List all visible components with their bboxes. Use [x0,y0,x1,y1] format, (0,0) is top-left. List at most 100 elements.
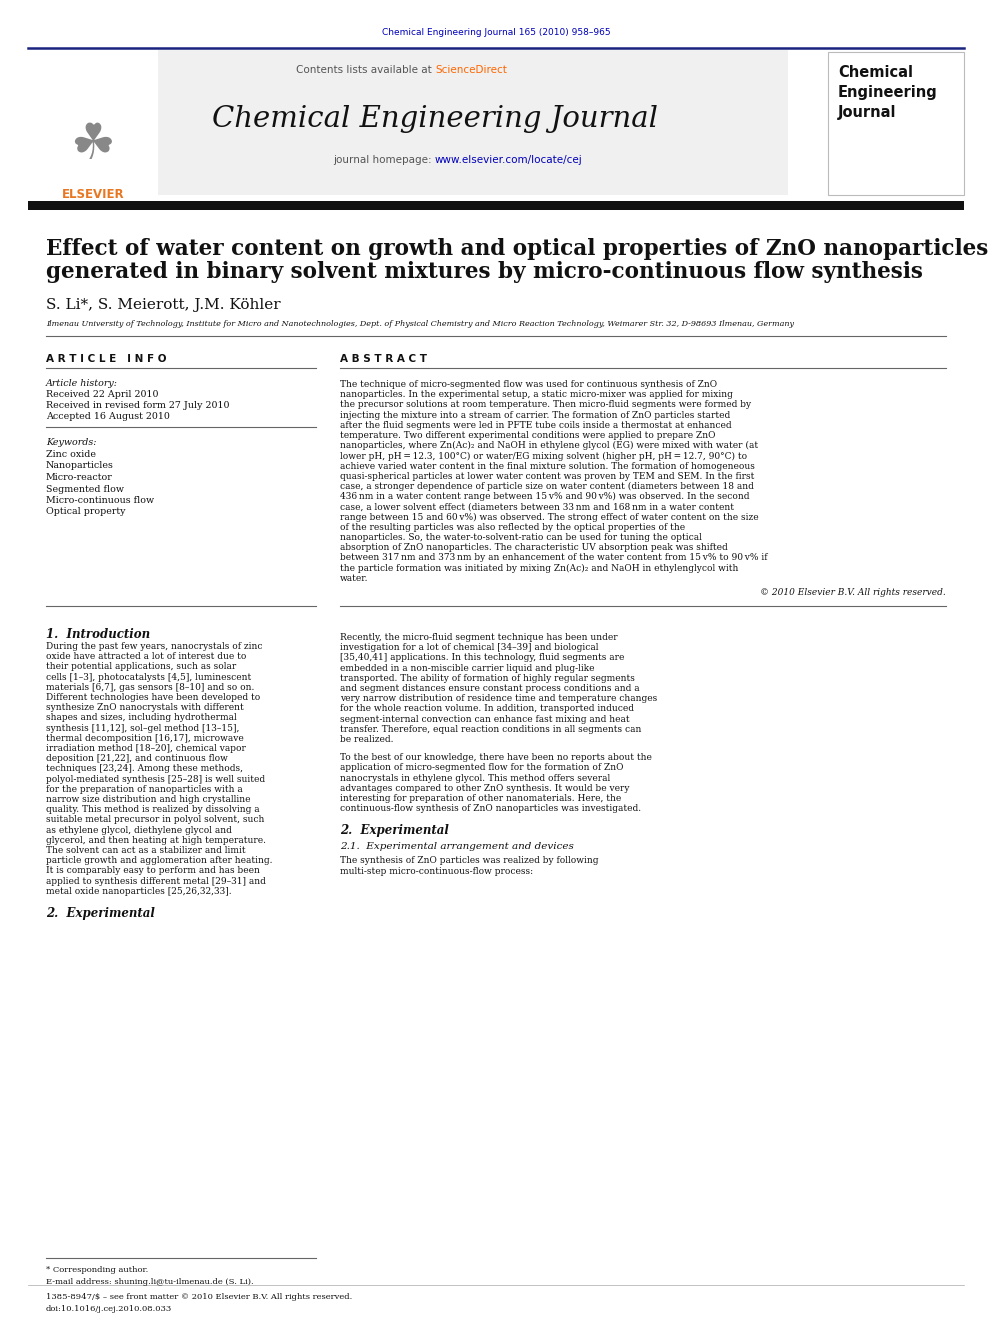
Text: the particle formation was initiated by mixing Zn(Ac)₂ and NaOH in ethylenglycol: the particle formation was initiated by … [340,564,738,573]
Text: shapes and sizes, including hydrothermal: shapes and sizes, including hydrothermal [46,713,237,722]
Text: continuous-flow synthesis of ZnO nanoparticles was investigated.: continuous-flow synthesis of ZnO nanopar… [340,804,641,814]
Text: Received in revised form 27 July 2010: Received in revised form 27 July 2010 [46,401,229,410]
Text: the precursor solutions at room temperature. Then micro-fluid segments were form: the precursor solutions at room temperat… [340,401,751,409]
Text: During the past few years, nanocrystals of zinc: During the past few years, nanocrystals … [46,642,263,651]
Text: for the preparation of nanoparticles with a: for the preparation of nanoparticles wit… [46,785,243,794]
Text: applied to synthesis different metal [29–31] and: applied to synthesis different metal [29… [46,877,266,885]
Text: Recently, the micro-fluid segment technique has been under: Recently, the micro-fluid segment techni… [340,632,618,642]
Text: metal oxide nanoparticles [25,26,32,33].: metal oxide nanoparticles [25,26,32,33]. [46,886,231,896]
Text: nanocrystals in ethylene glycol. This method offers several: nanocrystals in ethylene glycol. This me… [340,774,610,783]
Text: Zinc oxide: Zinc oxide [46,450,96,459]
Text: journal homepage:: journal homepage: [333,155,435,165]
Bar [28,201,964,210]
Text: Contents lists available at: Contents lists available at [296,65,435,75]
Text: oxide have attracted a lot of interest due to: oxide have attracted a lot of interest d… [46,652,246,662]
Text: application of micro-segmented flow for the formation of ZnO: application of micro-segmented flow for … [340,763,624,773]
Text: their potential applications, such as solar: their potential applications, such as so… [46,663,236,671]
Text: doi:10.1016/j.cej.2010.08.033: doi:10.1016/j.cej.2010.08.033 [46,1304,173,1312]
Text: quality. This method is realized by dissolving a: quality. This method is realized by diss… [46,806,260,814]
Text: S. Li*, S. Meierott, J.M. Köhler: S. Li*, S. Meierott, J.M. Köhler [46,298,281,312]
Text: E-mail address: shuning.li@tu-ilmenau.de (S. Li).: E-mail address: shuning.li@tu-ilmenau.de… [46,1278,254,1286]
Text: Chemical
Engineering
Journal: Chemical Engineering Journal [838,65,937,119]
Text: Optical property: Optical property [46,508,126,516]
Bar [28,50,158,194]
Text: www.elsevier.com/locate/cej: www.elsevier.com/locate/cej [435,155,582,165]
Text: water.: water. [340,574,368,583]
Text: The technique of micro-segmented flow was used for continuous synthesis of ZnO: The technique of micro-segmented flow wa… [340,380,717,389]
Text: of the resulting particles was also reflected by the optical properties of the: of the resulting particles was also refl… [340,523,685,532]
Text: case, a lower solvent effect (diameters between 33 nm and 168 nm in a water cont: case, a lower solvent effect (diameters … [340,503,734,512]
Text: ☘: ☘ [70,120,115,169]
Text: temperature. Two different experimental conditions were applied to prepare ZnO: temperature. Two different experimental … [340,431,715,441]
Text: It is comparably easy to perform and has been: It is comparably easy to perform and has… [46,867,260,876]
Text: deposition [21,22], and continuous flow: deposition [21,22], and continuous flow [46,754,228,763]
Text: particle growth and agglomeration after heating.: particle growth and agglomeration after … [46,856,273,865]
Text: thermal decomposition [16,17], microwave: thermal decomposition [16,17], microwave [46,734,244,742]
Text: as ethylene glycol, diethylene glycol and: as ethylene glycol, diethylene glycol an… [46,826,232,835]
Text: 1385-8947/$ – see front matter © 2010 Elsevier B.V. All rights reserved.: 1385-8947/$ – see front matter © 2010 El… [46,1293,352,1301]
Text: Received 22 April 2010: Received 22 April 2010 [46,390,159,400]
Text: nanoparticles. In the experimental setup, a static micro-mixer was applied for m: nanoparticles. In the experimental setup… [340,390,733,400]
Text: Effect of water content on growth and optical properties of ZnO nanoparticles: Effect of water content on growth and op… [46,238,988,261]
Text: segment-internal convection can enhance fast mixing and heat: segment-internal convection can enhance … [340,714,630,724]
Text: polyol-mediated synthesis [25–28] is well suited: polyol-mediated synthesis [25–28] is wel… [46,774,265,783]
Text: techniques [23,24]. Among these methods,: techniques [23,24]. Among these methods, [46,765,243,774]
Text: irradiation method [18–20], chemical vapor: irradiation method [18–20], chemical vap… [46,744,246,753]
Text: Accepted 16 August 2010: Accepted 16 August 2010 [46,411,170,421]
Text: injecting the mixture into a stream of carrier. The formation of ZnO particles s: injecting the mixture into a stream of c… [340,410,730,419]
Text: nanoparticles. So, the water-to-solvent-ratio can be used for tuning the optical: nanoparticles. So, the water-to-solvent-… [340,533,702,542]
Text: To the best of our knowledge, there have been no reports about the: To the best of our knowledge, there have… [340,753,652,762]
Text: 2.1.  Experimental arrangement and devices: 2.1. Experimental arrangement and device… [340,843,574,852]
Text: glycerol, and then heating at high temperature.: glycerol, and then heating at high tempe… [46,836,266,845]
Text: 436 nm in a water content range between 15 v% and 90 v%) was observed. In the se: 436 nm in a water content range between … [340,492,750,501]
Text: Article history:: Article history: [46,378,118,388]
Text: transported. The ability of formation of highly regular segments: transported. The ability of formation of… [340,673,635,683]
Text: suitable metal precursor in polyol solvent, such: suitable metal precursor in polyol solve… [46,815,265,824]
Text: Chemical Engineering Journal 165 (2010) 958–965: Chemical Engineering Journal 165 (2010) … [382,28,610,37]
Text: synthesis [11,12], sol–gel method [13–15],: synthesis [11,12], sol–gel method [13–15… [46,724,239,733]
Text: A B S T R A C T: A B S T R A C T [340,355,427,364]
Text: embedded in a non-miscible carrier liquid and plug-like: embedded in a non-miscible carrier liqui… [340,664,594,672]
Text: and segment distances ensure constant process conditions and a: and segment distances ensure constant pr… [340,684,640,693]
Text: very narrow distribution of residence time and temperature changes: very narrow distribution of residence ti… [340,695,658,704]
Text: 2.  Experimental: 2. Experimental [340,824,448,837]
Text: for the whole reaction volume. In addition, transported induced: for the whole reaction volume. In additi… [340,704,634,713]
Text: generated in binary solvent mixtures by micro-continuous flow synthesis: generated in binary solvent mixtures by … [46,261,923,283]
Text: Chemical Engineering Journal: Chemical Engineering Journal [212,105,658,134]
Text: lower pH, pH = 12.3, 100°C) or water/EG mixing solvent (higher pH, pH = 12.7, 90: lower pH, pH = 12.3, 100°C) or water/EG … [340,451,747,460]
Text: cells [1–3], photocatalysts [4,5], luminescent: cells [1–3], photocatalysts [4,5], lumin… [46,672,251,681]
Text: Micro-reactor: Micro-reactor [46,474,113,482]
Text: Ilmenau University of Technology, Institute for Micro and Nanotechnologies, Dept: Ilmenau University of Technology, Instit… [46,320,794,328]
Text: Segmented flow: Segmented flow [46,484,124,493]
Text: 2.  Experimental: 2. Experimental [46,908,155,919]
Text: The synthesis of ZnO particles was realized by following: The synthesis of ZnO particles was reali… [340,856,598,865]
Text: after the fluid segments were led in PFTE tube coils inside a thermostat at enha: after the fluid segments were led in PFT… [340,421,732,430]
Text: narrow size distribution and high crystalline: narrow size distribution and high crysta… [46,795,251,804]
Bar [28,50,788,194]
Text: * Corresponding author.: * Corresponding author. [46,1266,148,1274]
Text: 1.  Introduction: 1. Introduction [46,628,150,642]
Text: absorption of ZnO nanoparticles. The characteristic UV absorption peak was shift: absorption of ZnO nanoparticles. The cha… [340,544,728,552]
Text: Nanoparticles: Nanoparticles [46,462,114,471]
Text: nanoparticles, where Zn(Ac)₂ and NaOH in ethylene glycol (EG) were mixed with wa: nanoparticles, where Zn(Ac)₂ and NaOH in… [340,441,758,450]
Text: investigation for a lot of chemical [34–39] and biological: investigation for a lot of chemical [34–… [340,643,598,652]
Text: Different technologies have been developed to: Different technologies have been develop… [46,693,260,703]
Text: be realized.: be realized. [340,736,394,744]
Text: advantages compared to other ZnO synthesis. It would be very: advantages compared to other ZnO synthes… [340,783,630,792]
Text: © 2010 Elsevier B.V. All rights reserved.: © 2010 Elsevier B.V. All rights reserved… [760,587,946,597]
Text: The solvent can act as a stabilizer and limit: The solvent can act as a stabilizer and … [46,845,246,855]
Text: multi-step micro-continuous-flow process:: multi-step micro-continuous-flow process… [340,867,533,876]
Text: between 317 nm and 373 nm by an enhancement of the water content from 15 v% to 9: between 317 nm and 373 nm by an enhancem… [340,553,768,562]
Text: case, a stronger dependence of particle size on water content (diameters between: case, a stronger dependence of particle … [340,482,754,491]
Text: ELSEVIER: ELSEVIER [62,188,124,201]
Text: synthesize ZnO nanocrystals with different: synthesize ZnO nanocrystals with differe… [46,704,244,712]
Text: A R T I C L E   I N F O: A R T I C L E I N F O [46,355,167,364]
Text: achieve varied water content in the final mixture solution. The formation of hom: achieve varied water content in the fina… [340,462,755,471]
Bar [828,52,964,194]
Text: Micro-continuous flow: Micro-continuous flow [46,496,154,505]
Text: Keywords:: Keywords: [46,438,96,447]
Text: quasi-spherical particles at lower water content was proven by TEM and SEM. In t: quasi-spherical particles at lower water… [340,472,754,480]
Text: interesting for preparation of other nanomaterials. Here, the: interesting for preparation of other nan… [340,794,621,803]
Text: materials [6,7], gas sensors [8–10] and so on.: materials [6,7], gas sensors [8–10] and … [46,683,254,692]
Text: transfer. Therefore, equal reaction conditions in all segments can: transfer. Therefore, equal reaction cond… [340,725,642,734]
